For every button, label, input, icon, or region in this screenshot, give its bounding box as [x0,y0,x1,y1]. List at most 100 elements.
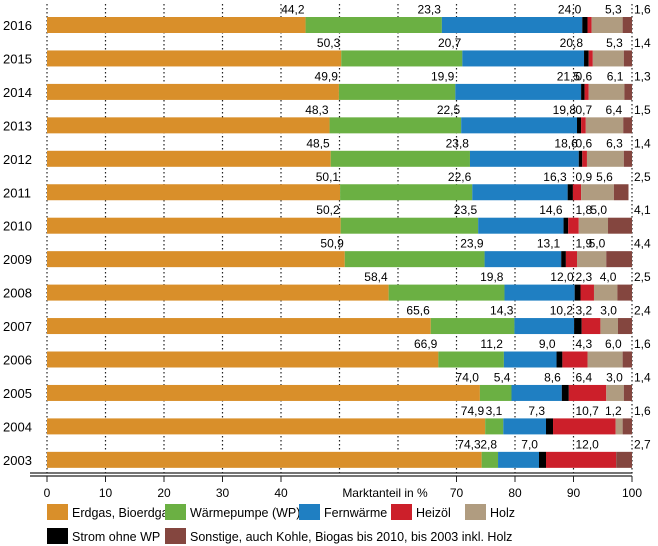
bar-segment [47,351,439,368]
bar-segment [47,117,330,134]
bar-segment [600,318,618,335]
data-label: 14,6 [539,203,563,217]
data-label: 24,0 [558,3,582,17]
data-label: 16,3 [543,170,567,184]
data-label: 3,1 [486,404,503,418]
data-label: 6,4 [576,370,593,384]
year-label: 2015 [3,51,32,66]
legend-label: Wärmepumpe (WP) [190,506,300,520]
data-label: 1,8 [576,203,593,217]
legend-swatch [47,528,68,544]
x-axis-label: Marktanteil in % [342,486,428,500]
bar-segment [485,418,504,435]
bar-segment [565,251,578,268]
data-label: 23,9 [460,237,484,251]
legend-swatch [165,504,186,520]
data-label: 2,7 [634,437,651,451]
data-label: 7,3 [528,404,545,418]
legend-label: Erdgas, Bioerdgas [72,506,175,520]
data-label: 1,6 [634,3,651,17]
bar-segment [574,284,581,301]
bar-segment [514,318,575,335]
year-label: 2003 [3,453,32,468]
bar-segment [561,251,566,268]
data-label: 2,3 [576,270,593,284]
bar-segment [623,150,632,167]
bar-segment [616,451,632,468]
data-label: 1,4 [634,136,651,150]
data-label: 1,6 [634,337,651,351]
data-label: 1,4 [634,36,651,50]
bar-segment [622,351,632,368]
bar-segment [608,217,632,234]
data-label: 1,2 [605,404,622,418]
bar-segment [587,351,623,368]
data-label: 0,6 [576,69,593,83]
bar-segment [585,117,624,134]
bar-segment [584,50,589,67]
data-label: 1,4 [634,370,651,384]
data-label: 58,4 [364,270,388,284]
data-label: 9,0 [539,337,556,351]
data-label: 1,3 [634,69,651,83]
data-labels: 44,2 23,3 24,0 5,3 1,6 50,3 20,7 20,8 5,3 1,4 49,9… [281,3,651,452]
bar-segment [613,184,629,201]
year-label: 2008 [3,286,32,301]
data-label: 3,0 [606,370,623,384]
data-label: 19,8 [553,103,577,117]
data-label: 50,1 [316,170,340,184]
data-label: 3,2 [576,304,593,318]
bar-segment [581,318,601,335]
bar-segment [582,17,588,33]
bar-segment [617,318,632,335]
bar-segment [484,251,562,268]
bar-segment [586,150,624,167]
bar-segment [578,150,583,167]
bar-segment [623,117,632,134]
data-label: 6,4 [606,103,623,117]
bar-segment [546,418,554,435]
bar-segment [438,351,504,368]
bar-segment [572,184,582,201]
data-label: 4,0 [600,270,617,284]
year-label: 2014 [3,85,32,100]
bar-segment [47,50,342,67]
bar-segment [340,184,473,201]
bar-segment [461,117,578,134]
x-tick-label: 70 [450,486,464,500]
bar-segment [617,284,632,301]
bar-segment [581,184,614,201]
data-label: 1,6 [634,404,651,418]
bar-segment [546,451,617,468]
data-label: 48,5 [306,136,330,150]
bar-segment [47,150,331,167]
bar-segment [622,17,632,33]
bar-segment [47,318,431,335]
legend-label: Sonstige, auch Kohle, Biogas bis 2010, b… [190,530,512,544]
data-label: 8,6 [544,370,561,384]
data-label: 5,3 [605,3,622,17]
bar-segment [584,83,589,100]
data-label: 6,1 [607,69,624,83]
bar-segment [478,217,564,234]
bar-segment [340,217,479,234]
data-label: 74,9 [461,404,485,418]
bar-segment [582,150,587,167]
bar-segment [441,17,583,33]
bar-segment [622,418,632,435]
bar-segment [577,251,607,268]
bar-segment [388,284,505,301]
year-label: 2011 [3,185,31,200]
bar-segment [615,418,623,435]
year-label: 2009 [3,252,32,267]
legend-swatch [47,504,68,520]
bar-segment [588,50,593,67]
data-label: 20,8 [560,36,584,50]
legend-label: Heizöl [416,506,451,520]
year-label: 2007 [3,319,32,334]
bar-segment [592,50,624,67]
data-label: 10,7 [576,404,600,418]
year-label: 2004 [3,419,32,434]
bar-segment [47,384,480,401]
